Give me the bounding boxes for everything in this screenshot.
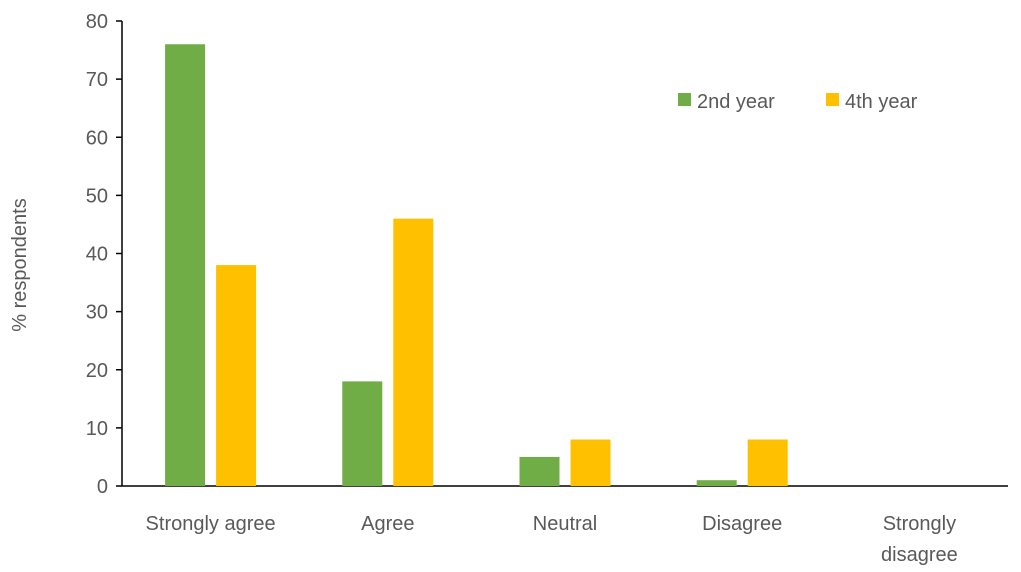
x-tick-label-line: Agree — [361, 513, 414, 535]
bar-series-2 — [747, 439, 788, 486]
x-tick-label-line: Neutral — [533, 513, 597, 535]
bar-series-1 — [696, 480, 737, 486]
x-tick-label: Strongly agree — [146, 513, 276, 535]
x-tick-label-line: disagree — [881, 544, 958, 566]
y-tick-label: 40 — [86, 244, 108, 266]
x-tick-label: Disagree — [702, 513, 782, 535]
x-tick-label: Neutral — [533, 513, 597, 535]
y-tick-label: 70 — [86, 69, 108, 91]
x-tick-label: Agree — [361, 513, 414, 535]
bar-series-2 — [216, 265, 257, 486]
bar-series-1 — [519, 456, 560, 486]
legend-label: 4th year — [845, 91, 918, 113]
y-tick-label: 10 — [86, 418, 108, 440]
y-tick-label: 50 — [86, 185, 108, 207]
legend-label: 2nd year — [697, 91, 775, 113]
x-tick-label-line: Strongly — [883, 513, 956, 535]
legend-swatch — [678, 93, 691, 106]
bar-series-1 — [342, 381, 383, 486]
x-tick-label-line: Strongly agree — [146, 513, 276, 535]
y-axis: 0 10 20 30 40 50 60 70 80 — [86, 11, 123, 498]
bar-series-2 — [393, 218, 434, 486]
legend-swatch — [826, 93, 839, 106]
x-axis: Strongly agree Agree Neutral Disagree Strong… — [122, 485, 1008, 566]
y-axis-title: % respondents — [9, 198, 31, 331]
legend: 2nd year 4th year — [678, 91, 918, 113]
y-tick-label: 60 — [86, 127, 108, 149]
y-tick-label: 30 — [86, 302, 108, 324]
bar-series-1 — [165, 44, 206, 486]
bars — [165, 44, 788, 486]
y-tick-label: 0 — [97, 476, 108, 498]
x-tick-label-line: Disagree — [702, 513, 782, 535]
y-tick-label: 20 — [86, 360, 108, 382]
y-tick-label: 80 — [86, 11, 108, 33]
bar-series-2 — [570, 439, 611, 486]
x-tick-label: Strongly disagree — [881, 513, 958, 566]
